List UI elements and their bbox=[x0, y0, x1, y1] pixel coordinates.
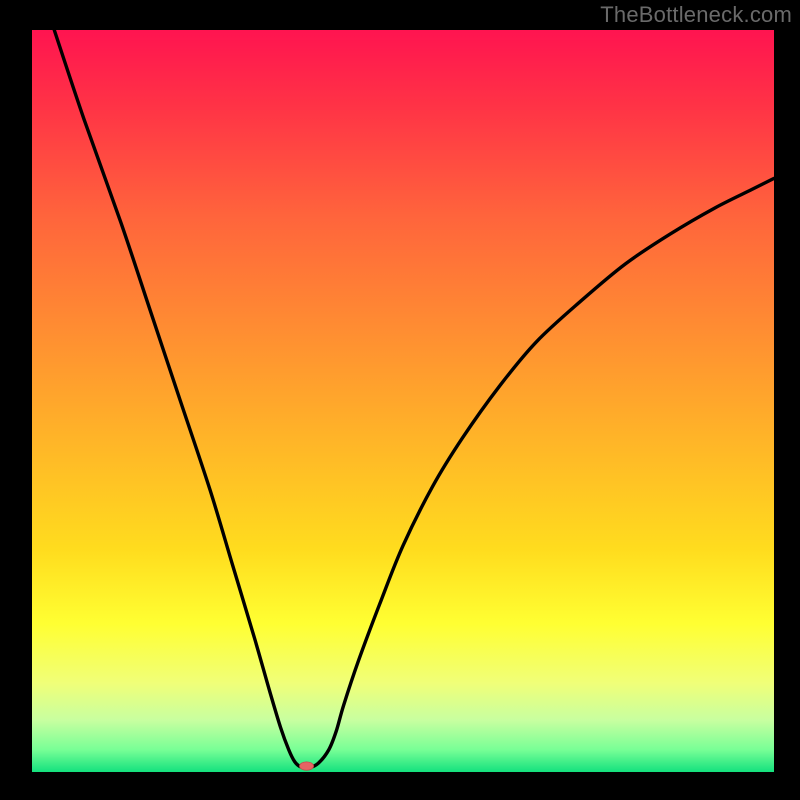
optimal-point-marker bbox=[300, 762, 314, 770]
bottleneck-chart bbox=[0, 0, 800, 800]
plot-background bbox=[32, 30, 774, 772]
stage: TheBottleneck.com bbox=[0, 0, 800, 800]
watermark-text: TheBottleneck.com bbox=[600, 2, 792, 28]
